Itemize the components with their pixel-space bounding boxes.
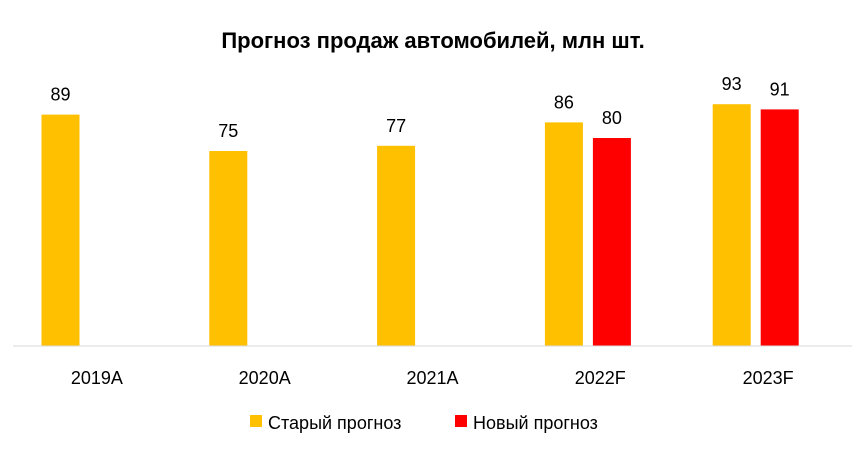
data-label-2019A-old: 89 [50,85,70,105]
legend: Старый прогноз Новый прогноз [250,413,598,433]
data-label-2020A-old: 75 [218,121,238,141]
bar-2022F-old [544,122,583,347]
legend-label-new-forecast: Новый прогноз [473,413,598,433]
data-label-2022F-old: 86 [554,92,574,112]
bar-2023F-new [760,109,799,347]
data-label-2023F-new: 91 [770,79,790,99]
bar-2020A-old [209,151,248,346]
data-label-2023F-old: 93 [722,74,742,94]
chart-title: Прогноз продаж автомобилей, млн шт. [221,28,644,53]
bar-2019A-old [41,114,80,346]
x-tick-2022F: 2022F [575,368,626,388]
bar-2022F-new [592,138,631,346]
legend-swatch-new-forecast [455,415,467,427]
bars-group: 89 75 77 86 80 93 91 [41,74,799,347]
x-tick-2019A: 2019A [71,368,123,388]
legend-label-old-forecast: Старый прогноз [268,413,401,433]
data-label-2022F-new: 80 [602,108,622,128]
bar-2023F-old [712,104,751,346]
data-label-2021A-old: 77 [386,116,406,136]
x-tick-2021A: 2021A [406,368,458,388]
x-tick-2020A: 2020A [239,368,291,388]
x-tick-labels: 2019A 2020A 2021A 2022F 2023F [71,368,794,388]
legend-swatch-old-forecast [250,415,262,427]
bar-2021A-old [377,145,416,346]
x-tick-2023F: 2023F [743,368,794,388]
